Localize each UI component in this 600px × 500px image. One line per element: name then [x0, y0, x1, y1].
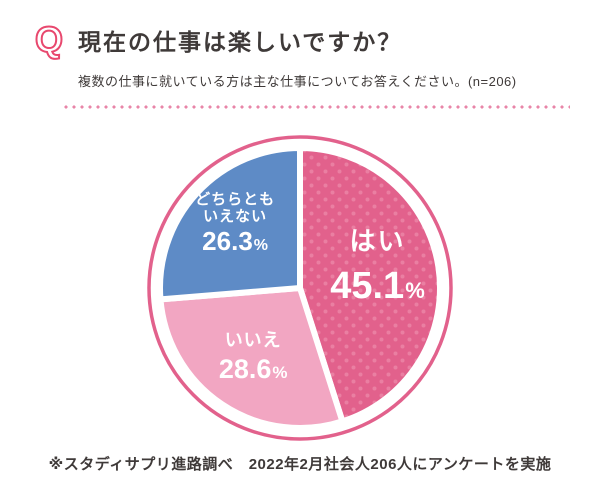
pie-slice-1-value: 45.1%	[330, 265, 425, 307]
pie-slice-3-value: 26.3%	[202, 226, 268, 256]
title-row: Q 現在の仕事は楽しいですか？	[30, 18, 570, 62]
pie-slice-3	[157, 145, 303, 303]
q-icon-glyph: Q	[35, 19, 63, 60]
subtitle: 複数の仕事に就いている方は主な仕事についてお答えください。(n=206)	[78, 74, 517, 89]
header: Q 現在の仕事は楽しいですか？ 複数の仕事に就いている方は主な仕事についてお答え…	[30, 18, 570, 109]
pie-slice-3-label: どちらともいえない	[195, 191, 275, 225]
pie-slice-2-label: いいえ	[225, 330, 282, 350]
pie-outer-ring	[147, 135, 453, 441]
footer-note: ※スタディサプリ進路調べ 2022年2月社会人206人にアンケートを実施	[48, 456, 552, 473]
dotted-divider	[62, 105, 570, 109]
question-q-icon: Q	[34, 18, 64, 61]
pie-slice-2	[157, 285, 346, 431]
pie-slice-1	[297, 145, 443, 425]
pie-slice-1-label: はい	[349, 226, 405, 256]
page-title: 現在の仕事は楽しいですか？	[78, 29, 403, 55]
pie-slice-2-value: 28.6%	[219, 354, 288, 384]
